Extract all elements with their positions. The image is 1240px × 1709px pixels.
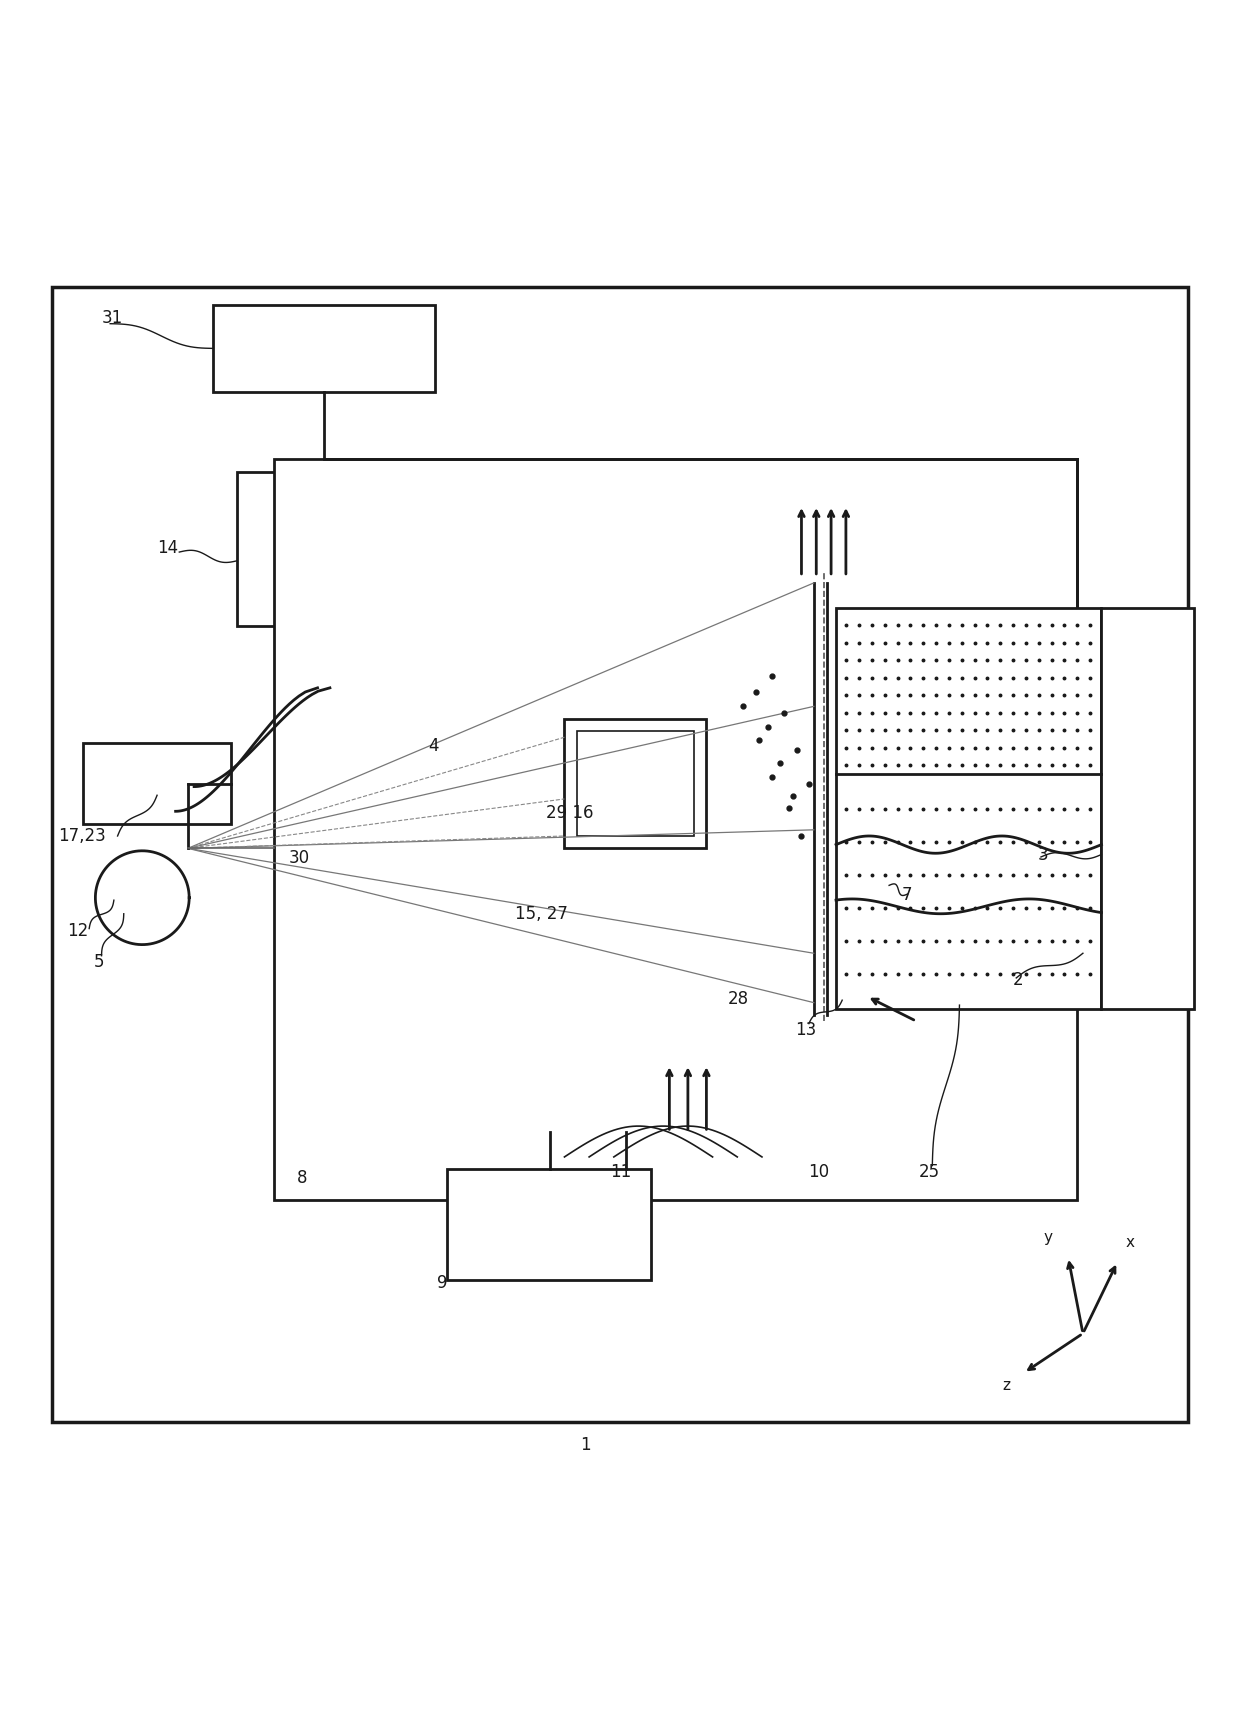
Text: 14: 14 — [157, 540, 179, 557]
FancyBboxPatch shape — [237, 472, 410, 625]
Text: 12: 12 — [67, 923, 88, 940]
FancyBboxPatch shape — [836, 608, 1101, 1008]
Text: 7: 7 — [901, 887, 911, 904]
Text: y: y — [1044, 1230, 1053, 1246]
Text: 10: 10 — [807, 1162, 828, 1181]
Text: 15, 27: 15, 27 — [515, 904, 568, 923]
Text: x: x — [1126, 1236, 1135, 1249]
FancyBboxPatch shape — [577, 731, 694, 836]
Text: 29 16: 29 16 — [546, 803, 594, 822]
FancyBboxPatch shape — [83, 743, 231, 824]
Text: 3: 3 — [1037, 846, 1048, 863]
FancyBboxPatch shape — [212, 306, 435, 391]
FancyBboxPatch shape — [448, 1169, 651, 1280]
Text: z: z — [1002, 1377, 1011, 1393]
Text: 31: 31 — [102, 309, 123, 326]
FancyBboxPatch shape — [274, 460, 1076, 1200]
Text: 17,23: 17,23 — [58, 827, 107, 844]
Text: 9: 9 — [438, 1273, 448, 1292]
Text: 1: 1 — [580, 1436, 591, 1454]
Text: 28: 28 — [728, 990, 749, 1008]
FancyBboxPatch shape — [564, 719, 707, 848]
Text: 4: 4 — [429, 737, 439, 755]
Text: 13: 13 — [795, 1020, 817, 1039]
Text: 8: 8 — [296, 1169, 308, 1188]
Text: 30: 30 — [289, 849, 310, 866]
Text: 25: 25 — [919, 1162, 940, 1181]
Text: 2: 2 — [1013, 971, 1023, 990]
FancyBboxPatch shape — [52, 287, 1188, 1422]
FancyBboxPatch shape — [1101, 608, 1194, 1008]
Text: 5: 5 — [94, 954, 104, 971]
Text: 11: 11 — [610, 1162, 631, 1181]
